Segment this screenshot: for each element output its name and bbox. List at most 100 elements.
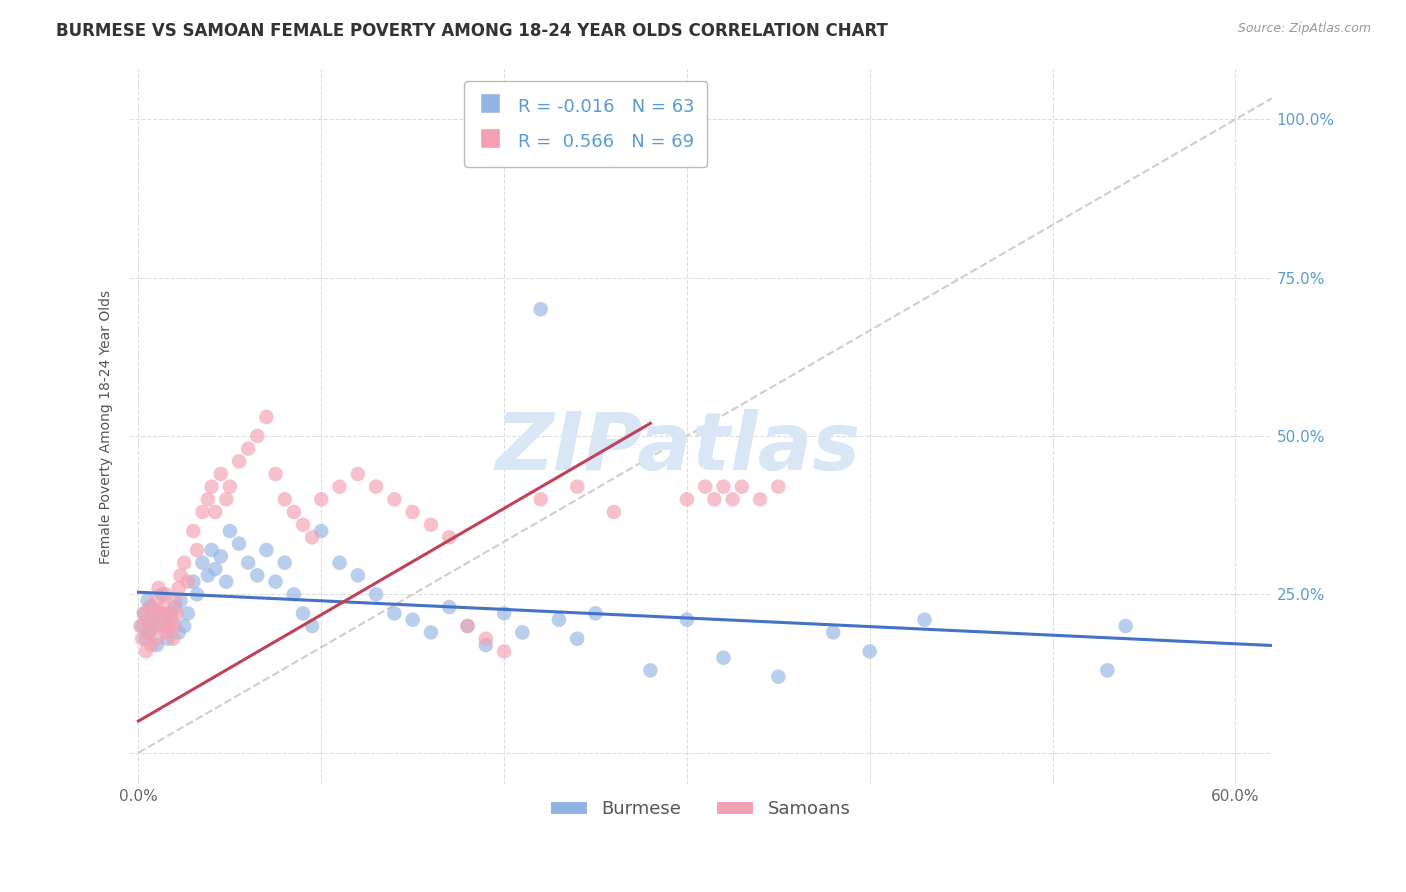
Point — [713, 650, 735, 665]
Point — [145, 638, 167, 652]
Point — [155, 619, 177, 633]
Point — [292, 607, 315, 621]
Point — [475, 632, 498, 646]
Point — [548, 613, 571, 627]
Point — [167, 625, 190, 640]
Point — [209, 467, 232, 481]
Point — [676, 492, 699, 507]
Point — [167, 581, 190, 595]
Point — [238, 442, 260, 456]
Point — [512, 625, 534, 640]
Point — [209, 549, 232, 564]
Point — [311, 524, 333, 538]
Point — [131, 619, 153, 633]
Point — [439, 530, 461, 544]
Point — [603, 505, 626, 519]
Point — [215, 574, 238, 589]
Point — [384, 492, 406, 507]
Point — [567, 632, 589, 646]
Point — [177, 607, 200, 621]
Point — [166, 607, 188, 621]
Point — [163, 619, 186, 633]
Point — [218, 524, 240, 538]
Point — [136, 613, 159, 627]
Point — [274, 556, 297, 570]
Point — [153, 600, 176, 615]
Point — [721, 492, 744, 507]
Point — [301, 530, 323, 544]
Point — [329, 480, 352, 494]
Point — [768, 670, 790, 684]
Point — [132, 607, 155, 621]
Point — [173, 556, 195, 570]
Point — [264, 467, 287, 481]
Point — [585, 607, 607, 621]
Point — [256, 543, 278, 558]
Text: ZIPatlas: ZIPatlas — [495, 409, 860, 487]
Point — [703, 492, 725, 507]
Point — [160, 607, 183, 621]
Point — [150, 587, 173, 601]
Point — [384, 607, 406, 621]
Point — [366, 587, 388, 601]
Point — [274, 492, 297, 507]
Point — [347, 568, 370, 582]
Point — [1115, 619, 1137, 633]
Point — [169, 568, 191, 582]
Point — [173, 619, 195, 633]
Point — [141, 600, 163, 615]
Point — [246, 429, 269, 443]
Y-axis label: Female Poverty Among 18-24 Year Olds: Female Poverty Among 18-24 Year Olds — [100, 289, 114, 564]
Point — [439, 600, 461, 615]
Legend: Burmese, Samoans: Burmese, Samoans — [543, 793, 858, 825]
Text: BURMESE VS SAMOAN FEMALE POVERTY AMONG 18-24 YEAR OLDS CORRELATION CHART: BURMESE VS SAMOAN FEMALE POVERTY AMONG 1… — [56, 22, 889, 40]
Point — [914, 613, 936, 627]
Point — [823, 625, 845, 640]
Point — [160, 613, 183, 627]
Point — [494, 607, 516, 621]
Point — [169, 593, 191, 607]
Point — [200, 543, 222, 558]
Point — [256, 409, 278, 424]
Point — [264, 574, 287, 589]
Point — [186, 587, 208, 601]
Point — [494, 644, 516, 658]
Point — [177, 574, 200, 589]
Point — [129, 619, 152, 633]
Point — [163, 600, 186, 615]
Point — [162, 632, 184, 646]
Point — [191, 556, 214, 570]
Point — [155, 587, 177, 601]
Point — [148, 581, 170, 595]
Point — [138, 600, 160, 615]
Point — [142, 619, 165, 633]
Point — [695, 480, 717, 494]
Point — [197, 492, 219, 507]
Point — [530, 492, 553, 507]
Point — [457, 619, 479, 633]
Point — [149, 607, 172, 621]
Point — [155, 625, 177, 640]
Point — [283, 505, 305, 519]
Point — [138, 625, 160, 640]
Point — [859, 644, 882, 658]
Point — [204, 562, 226, 576]
Point — [640, 664, 662, 678]
Point — [163, 593, 186, 607]
Point — [156, 613, 179, 627]
Point — [402, 613, 425, 627]
Point — [145, 593, 167, 607]
Point — [420, 517, 443, 532]
Point — [136, 625, 159, 640]
Point — [228, 454, 250, 468]
Point — [142, 613, 165, 627]
Point — [181, 574, 204, 589]
Point — [676, 613, 699, 627]
Point — [402, 505, 425, 519]
Point — [132, 607, 155, 621]
Point — [181, 524, 204, 538]
Point — [1097, 664, 1119, 678]
Point — [347, 467, 370, 481]
Point — [283, 587, 305, 601]
Point — [749, 492, 772, 507]
